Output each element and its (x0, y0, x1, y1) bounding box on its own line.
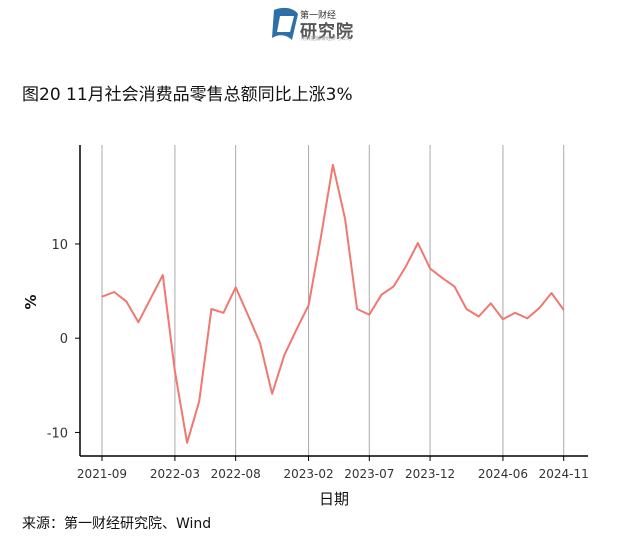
data-point (186, 442, 188, 444)
logo-line2: 研究院 (300, 22, 354, 42)
data-point (308, 304, 310, 306)
data-point (223, 312, 225, 314)
data-point (466, 308, 468, 310)
logo-badge-icon (272, 7, 298, 40)
data-point (490, 302, 492, 304)
x-tick-label: 2024-06 (478, 467, 528, 481)
y-tick-label: 0 (60, 332, 68, 347)
x-tick-label: 2021-09 (77, 467, 127, 481)
data-point (526, 317, 528, 319)
data-point (563, 309, 565, 311)
data-point (332, 164, 334, 166)
figure-title: 图20 11月社会消费品零售总额同比上涨3% (22, 85, 353, 105)
data-point (453, 285, 455, 287)
y-tick-label: -10 (47, 426, 68, 441)
x-tick-label: 2024-11 (539, 467, 589, 481)
x-axis-label: 日期 (319, 490, 349, 508)
x-tick-label: 2023-02 (283, 467, 333, 481)
x-tick-label: 2023-12 (405, 467, 455, 481)
data-point (320, 237, 322, 239)
data-point (235, 286, 237, 288)
data-point (417, 242, 419, 244)
data-point (125, 300, 127, 302)
data-point (283, 354, 285, 356)
x-tick-label: 2023-07 (344, 467, 394, 481)
data-point (514, 312, 516, 314)
data-point (162, 274, 164, 276)
data-point (538, 307, 540, 309)
data-point (113, 291, 115, 293)
y-tick-label: 10 (51, 238, 68, 253)
data-point (210, 308, 212, 310)
data-point (368, 314, 370, 316)
data-point (174, 370, 176, 372)
x-tick-label: 2022-03 (150, 467, 200, 481)
data-point (502, 318, 504, 320)
logo-tagline: 用数据解读经济与公司 (301, 36, 352, 42)
data-point (247, 314, 249, 316)
data-point (344, 218, 346, 220)
data-point (393, 285, 395, 287)
data-point (137, 321, 139, 323)
data-point (405, 266, 407, 268)
data-point (101, 296, 103, 298)
data-point (429, 267, 431, 269)
data-point (198, 400, 200, 402)
y-axis-label: % (22, 294, 40, 309)
data-point (478, 316, 480, 318)
data-point (551, 292, 553, 294)
data-point (150, 298, 152, 300)
data-point (356, 308, 358, 310)
data-point (380, 294, 382, 296)
x-tick-label: 2022-08 (211, 467, 261, 481)
data-point (271, 393, 273, 395)
source-note: 来源：第一财经研究院、Wind (22, 516, 212, 532)
series-line (101, 163, 565, 444)
data-point (259, 342, 261, 344)
data-point (441, 277, 443, 279)
logo (268, 4, 380, 46)
logo-line1: 第一财经 (300, 11, 337, 21)
data-point (295, 329, 297, 331)
